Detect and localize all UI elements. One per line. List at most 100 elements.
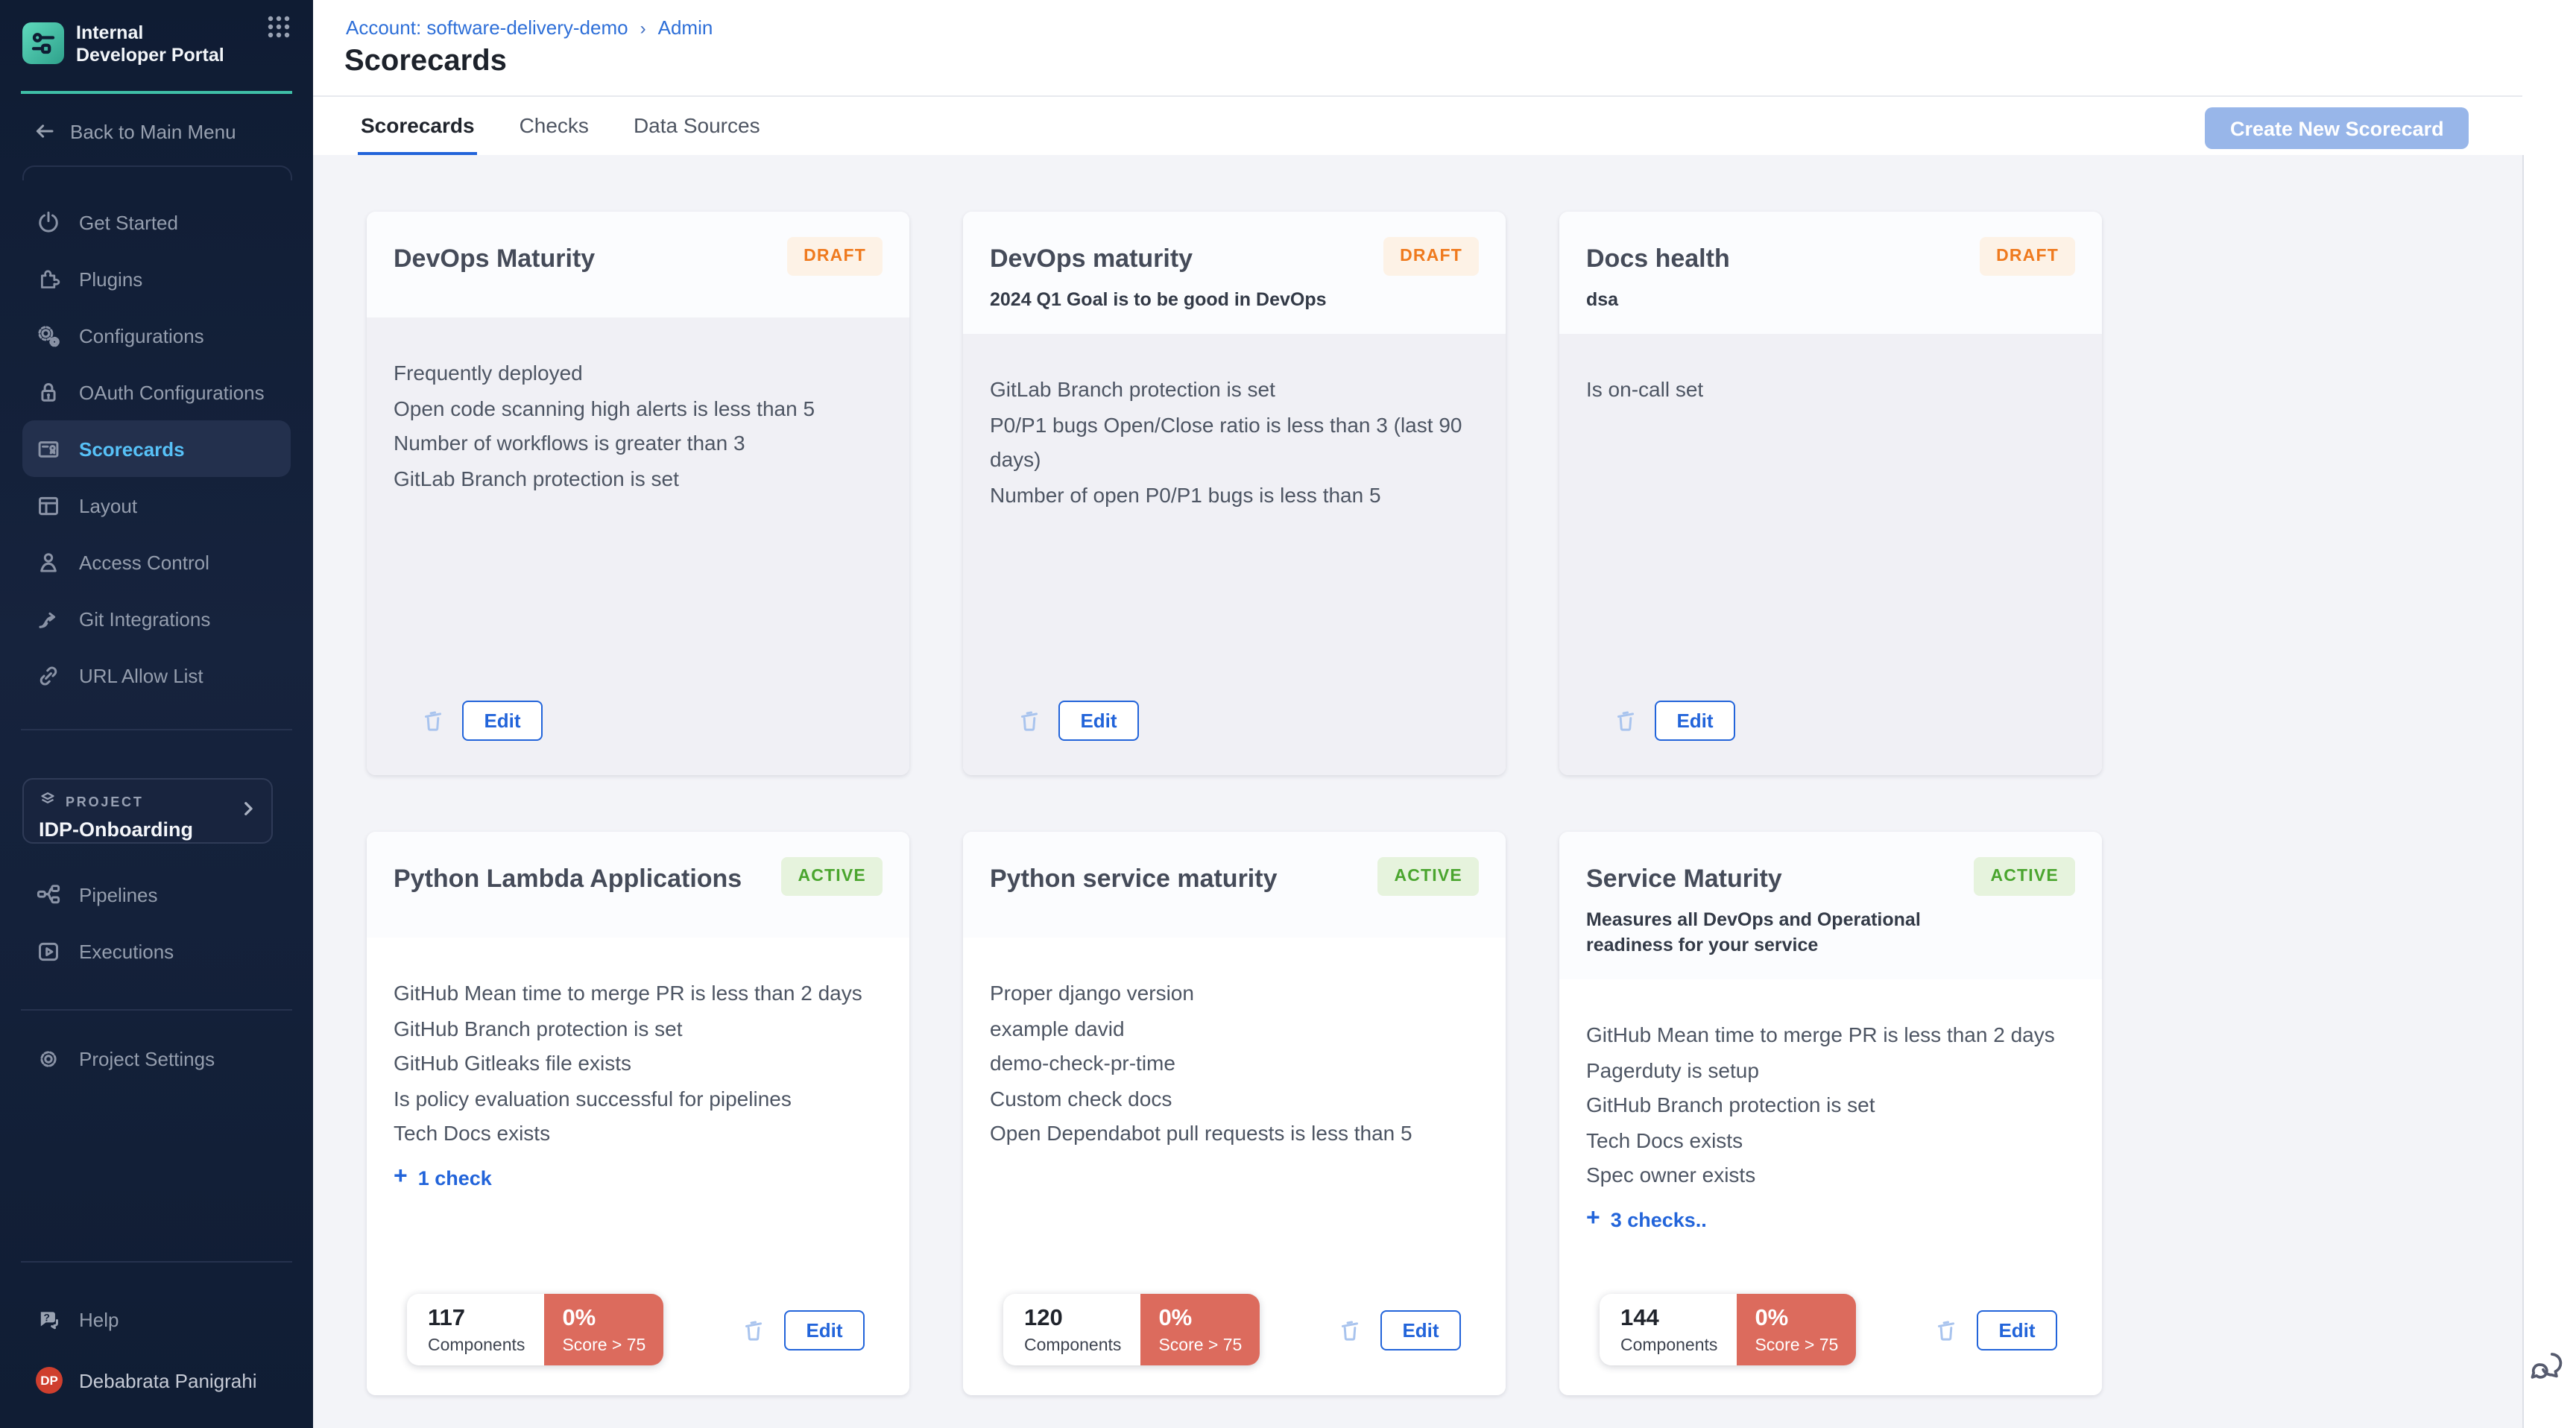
scorecard-icon (36, 436, 61, 461)
sidebar-item-configurations[interactable]: Configurations (22, 307, 291, 364)
sidebar-item-executions[interactable]: Executions (22, 923, 291, 979)
support-chat-icon[interactable] (2528, 1348, 2567, 1386)
card-title: DevOps Maturity (394, 244, 596, 273)
edit-scorecard-button[interactable]: Edit (462, 701, 543, 741)
check-item: Is policy evaluation successful for pipe… (394, 1086, 792, 1110)
card-footer: 117 Components 0% Score > 75 Edit (394, 1294, 883, 1365)
gear-icon (36, 1046, 61, 1071)
plus-icon: + (394, 1164, 408, 1190)
edit-scorecard-button[interactable]: Edit (1655, 701, 1735, 741)
score-value: 0% (1755, 1305, 1789, 1330)
card-header: Service Maturity ACTIVE Measures all DevOp… (1559, 832, 2102, 979)
more-checks-link[interactable]: +3 checks.. (1586, 1206, 2075, 1231)
page-title: Scorecards (344, 45, 507, 78)
tab-data-sources[interactable]: Data Sources (633, 113, 760, 137)
score-label: Score > 75 (562, 1336, 646, 1354)
delete-scorecard-button[interactable] (1610, 704, 1640, 737)
status-badge: DRAFT (1383, 237, 1479, 276)
check-item: Number of workflows is greater than 3 (394, 431, 745, 455)
sidebar-item-label: Pipelines (79, 883, 158, 906)
sidebar-item-git-integrations[interactable]: Git Integrations (22, 590, 291, 647)
card-footer: 120 Components 0% Score > 75 Edit (990, 1294, 1479, 1365)
status-badge: ACTIVE (781, 857, 883, 896)
check-item: Pagerduty is setup (1586, 1058, 1759, 1081)
svg-text:?: ? (43, 1310, 49, 1322)
card-description: Measures all DevOps and Operational read… (1586, 909, 1921, 955)
delete-scorecard-button[interactable] (1014, 704, 1044, 737)
more-checks-label: 3 checks.. (1610, 1208, 1707, 1230)
card-header: Python Lambda Applications ACTIVE (367, 832, 909, 938)
sidebar-item-layout[interactable]: Layout (22, 477, 291, 534)
header-divider (313, 95, 2522, 97)
harness-logo-icon (22, 22, 64, 64)
create-new-scorecard-button[interactable]: Create New Scorecard (2205, 107, 2469, 149)
sidebar-divider (21, 1261, 292, 1263)
edit-scorecard-button[interactable]: Edit (1380, 1309, 1461, 1350)
delete-scorecard-button[interactable] (417, 704, 447, 737)
check-item: GitLab Branch protection is set (394, 466, 679, 490)
puzzle-icon (36, 266, 61, 291)
check-item: Tech Docs exists (394, 1121, 551, 1145)
sidebar-item-label: Project Settings (79, 1047, 215, 1070)
project-selector[interactable]: PROJECT IDP-Onboarding (22, 778, 273, 844)
card-description: dsa (1586, 289, 1619, 310)
sidebar-item-oauth-configurations[interactable]: OAuth Configurations (22, 364, 291, 420)
help-icon: ? (36, 1307, 61, 1332)
sidebar-item-pipelines[interactable]: Pipelines (22, 866, 291, 923)
card-body: GitHub Mean time to merge PR is less tha… (1559, 979, 2102, 1395)
breadcrumb-admin-link[interactable]: Admin (657, 16, 713, 39)
scorecard-card: DevOps maturity DRAFT 2024 Q1 Goal is to b… (963, 212, 1506, 775)
card-body: Is on-call set Edit (1559, 334, 2102, 775)
app-grid-icon[interactable] (265, 13, 292, 40)
edit-scorecard-button[interactable]: Edit (784, 1309, 865, 1350)
status-badge: ACTIVE (1974, 857, 2075, 896)
breadcrumb-account-link[interactable]: Account: software-delivery-demo (346, 16, 628, 39)
delete-scorecard-button[interactable] (738, 1313, 768, 1346)
tab-checks[interactable]: Checks (519, 113, 589, 137)
tab-scorecards[interactable]: Scorecards (358, 100, 478, 155)
check-item: GitLab Branch protection is set (990, 377, 1275, 401)
card-body: Proper django version example david demo-c… (963, 938, 1506, 1395)
plus-icon: + (1586, 1206, 1600, 1231)
edit-scorecard-button[interactable]: Edit (1058, 701, 1139, 741)
card-body: GitLab Branch protection is set P0/P1 bug… (963, 334, 1506, 775)
sidebar-item-project-settings[interactable]: Project Settings (22, 1030, 291, 1087)
sidebar-item-access-control[interactable]: Access Control (22, 534, 291, 590)
check-item: Custom check docs (990, 1086, 1172, 1110)
user-menu[interactable]: DP Debabrata Panigrahi (36, 1367, 257, 1394)
sidebar-item-scorecards[interactable]: Scorecards (22, 420, 291, 477)
card-header: DevOps Maturity DRAFT (367, 212, 909, 317)
more-checks-label: 1 check (417, 1166, 492, 1189)
score-label: Score > 75 (1158, 1336, 1243, 1354)
more-checks-link[interactable]: +1 check (394, 1164, 883, 1190)
sidebar-item-label: Executions (79, 940, 174, 962)
delete-scorecard-button[interactable] (1931, 1313, 1960, 1346)
sidebar-item-url-allow-list[interactable]: URL Allow List (22, 647, 291, 704)
content-area: DevOps Maturity DRAFT Frequently deployed O… (313, 155, 2524, 1428)
layers-icon (39, 789, 57, 815)
scorecard-grid: DevOps Maturity DRAFT Frequently deployed O… (313, 155, 2522, 1395)
sidebar: Internal Developer Portal Back to Main M… (0, 0, 313, 1428)
delete-scorecard-button[interactable] (1334, 1313, 1364, 1346)
sidebar-item-help[interactable]: ? Help (22, 1291, 291, 1348)
page-header: Account: software-delivery-demo › Admin … (313, 0, 2576, 157)
check-item: GitHub Mean time to merge PR is less tha… (394, 981, 862, 1005)
check-item: GitHub Gitleaks file exists (394, 1051, 631, 1075)
sidebar-item-get-started[interactable]: Get Started (22, 194, 291, 250)
breadcrumb-separator-icon: › (640, 17, 646, 38)
check-item: Spec owner exists (1586, 1163, 1756, 1187)
card-title: Service Maturity (1586, 865, 1782, 893)
score-stats: 117 Components 0% Score > 75 (407, 1294, 664, 1365)
edit-scorecard-button[interactable]: Edit (1977, 1309, 2057, 1350)
tabs: Scorecards Checks Data Sources (358, 100, 802, 155)
sidebar-item-plugins[interactable]: Plugins (22, 250, 291, 307)
check-item: GitHub Mean time to merge PR is less tha… (1586, 1023, 2055, 1046)
check-item: Proper django version (990, 981, 1194, 1005)
chevron-right-icon (239, 799, 258, 826)
sidebar-item-label: Git Integrations (79, 607, 211, 630)
status-badge: DRAFT (1980, 237, 2075, 276)
git-icon (36, 606, 61, 631)
back-to-main-menu[interactable]: Back to Main Menu (33, 119, 236, 143)
check-item: Open Dependabot pull requests is less th… (990, 1121, 1412, 1145)
app-logo[interactable]: Internal Developer Portal (22, 22, 291, 66)
